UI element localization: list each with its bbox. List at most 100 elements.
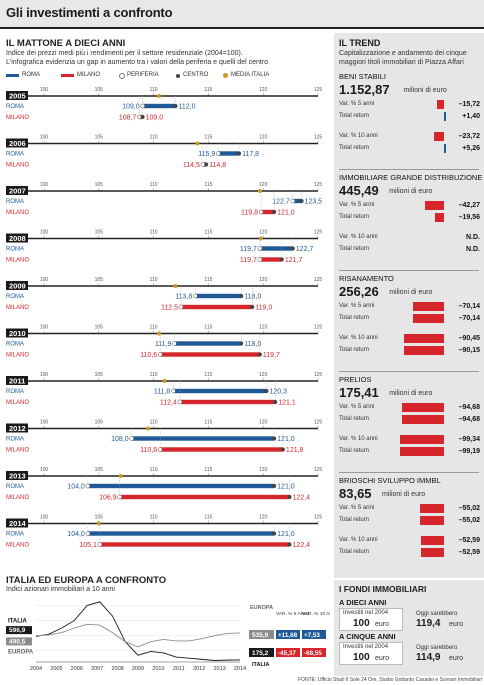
roma-centro-point [272, 484, 277, 488]
trend-subtitle-1: Capitalizzazione e andamento dei cinque [339, 50, 467, 57]
year-badge [6, 91, 28, 100]
roma-periferia-value: 111,8 [154, 389, 171, 396]
tick-label: 110 [150, 277, 158, 283]
trend-row-label: Var. % 5 anni [339, 505, 375, 511]
europa-var5-value: +11,68 [278, 632, 298, 639]
trend-separator [339, 169, 479, 170]
trend-company-block: IMMOBILIARE GRANDE DISTRIBUZIONE 445,49 mi… [334, 169, 484, 271]
roma-centro-value: 118,0 [244, 294, 261, 301]
tick-label: 120 [259, 325, 268, 331]
x-tick-label: 2005 [50, 666, 62, 672]
company-unit: milioni di euro [389, 289, 433, 296]
roma-centro-value: 120,3 [269, 389, 287, 396]
funds-five-today-unit: euro [449, 655, 464, 662]
year-badge [6, 376, 28, 385]
trend-row-value: +5,26 [462, 145, 480, 152]
x-tick-label: 2013 [213, 666, 225, 672]
x-tick-label: 2011 [173, 666, 185, 672]
funds-five-today-label: Oggi sarebbero [416, 645, 458, 651]
x-tick-label: 2007 [91, 666, 103, 672]
legend-milano-label: MILANO [77, 72, 101, 78]
section-title: IL MATTONE A DIECI ANNI [6, 38, 126, 49]
trend-company-block: PRELIOS 175,41 milioni di euro Var. % 5 ann… [334, 371, 484, 473]
roma-range-bar [218, 151, 240, 156]
milano-range-bar [160, 352, 260, 357]
tick-label: 100 [40, 230, 49, 236]
milano-row-label: MILANO [6, 448, 29, 454]
roma-centro-point [299, 199, 304, 203]
company-name: IMMOBILIARE GRANDE DISTRIBUZIONE [339, 173, 483, 182]
tick-label: 120 [259, 230, 268, 236]
tick-label: 105 [95, 467, 104, 473]
roma-range-bar [87, 531, 275, 536]
roma-periferia-point [192, 293, 198, 299]
italia-var5-box [276, 648, 300, 657]
milano-centro-value: 114,8 [209, 162, 226, 169]
roma-row-label: ROMA [6, 342, 24, 348]
var5-header: VAR. % 5 ANNI [276, 611, 309, 617]
milano-row-label: MILANO [6, 353, 29, 359]
roma-centro-value: 117,8 [242, 151, 259, 158]
milano-range-bar [160, 447, 283, 452]
milano-centro-value: 121,1 [278, 400, 296, 407]
italia-left-label: ITALIA [8, 619, 28, 625]
milano-centro-point [287, 495, 292, 499]
roma-periferia-point [171, 388, 176, 394]
trend-bar [420, 548, 444, 557]
milano-centro-point [279, 257, 284, 262]
media-italia-point [146, 426, 151, 431]
tick-label: 125 [314, 515, 323, 521]
milano-centro-point [273, 400, 278, 404]
legend-roma-label: ROMA [22, 72, 40, 78]
tick-label: 105 [95, 230, 104, 236]
roma-periferia-value: 122,7 [272, 199, 290, 206]
roma-centro-value: 123,5 [305, 199, 323, 206]
trend-bar [444, 144, 447, 153]
roma-periferia-point [172, 341, 177, 346]
milano-periferia-point [177, 399, 183, 405]
roma-periferia-value: 104,0 [67, 531, 85, 538]
funds-five-label: A CINQUE ANNI [339, 632, 396, 641]
roma-row-label: ROMA [6, 152, 24, 158]
roma-row-label: ROMA [6, 294, 24, 300]
trend-row-value: –70,14 [458, 303, 480, 310]
trend-row-value: –55,02 [458, 505, 480, 512]
year-label: 2014 [9, 519, 27, 528]
x-tick-label: 2009 [132, 666, 144, 672]
milano-row-label: MILANO [6, 495, 29, 501]
trend-row-label: Total return [339, 315, 370, 321]
roma-periferia-value: 111,9 [155, 341, 172, 348]
year-label: 2010 [9, 329, 26, 338]
milano-centro-point [272, 210, 277, 214]
italia-right-label: ITALIA [252, 662, 269, 668]
tick-label: 105 [95, 182, 104, 188]
roma-row-label: ROMA [6, 389, 24, 395]
milano-periferia-value: 105,1 [79, 542, 97, 549]
funds-ten-invested-unit: euro [375, 621, 390, 628]
trend-row-label: Var. % 10 anni [339, 335, 378, 341]
roma-periferia-value: 113,8 [175, 294, 192, 301]
tick-label: 100 [40, 420, 49, 426]
trend-row-value: –99,19 [458, 448, 480, 455]
trend-company-block: RISANAMENTO 256,26 milioni di euro Var. % 5… [334, 270, 484, 372]
trend-bar [437, 100, 444, 109]
roma-centro-point [272, 531, 277, 536]
year-label: 2006 [9, 139, 26, 148]
milano-periferia-value: 106,9 [99, 495, 117, 502]
trend-row-label: Var. % 5 anni [339, 404, 375, 410]
trend-bar [435, 213, 444, 222]
roma-range-bar [174, 341, 242, 346]
tick-label: 105 [95, 515, 104, 521]
milano-centro-value: 122,4 [293, 542, 311, 549]
tick-label: 110 [150, 420, 158, 426]
milano-periferia-point [178, 304, 184, 310]
trend-row-value: –90,15 [458, 347, 480, 354]
milano-centro-value: 109,0 [146, 115, 164, 122]
trend-separator [339, 371, 479, 372]
tick-label: 110 [150, 325, 158, 331]
tick-label: 100 [40, 87, 49, 93]
milano-centro-value: 121,0 [277, 210, 295, 217]
milano-periferia-point [117, 494, 122, 500]
europa-right-badge [249, 630, 274, 639]
tick-label: 105 [95, 372, 104, 378]
